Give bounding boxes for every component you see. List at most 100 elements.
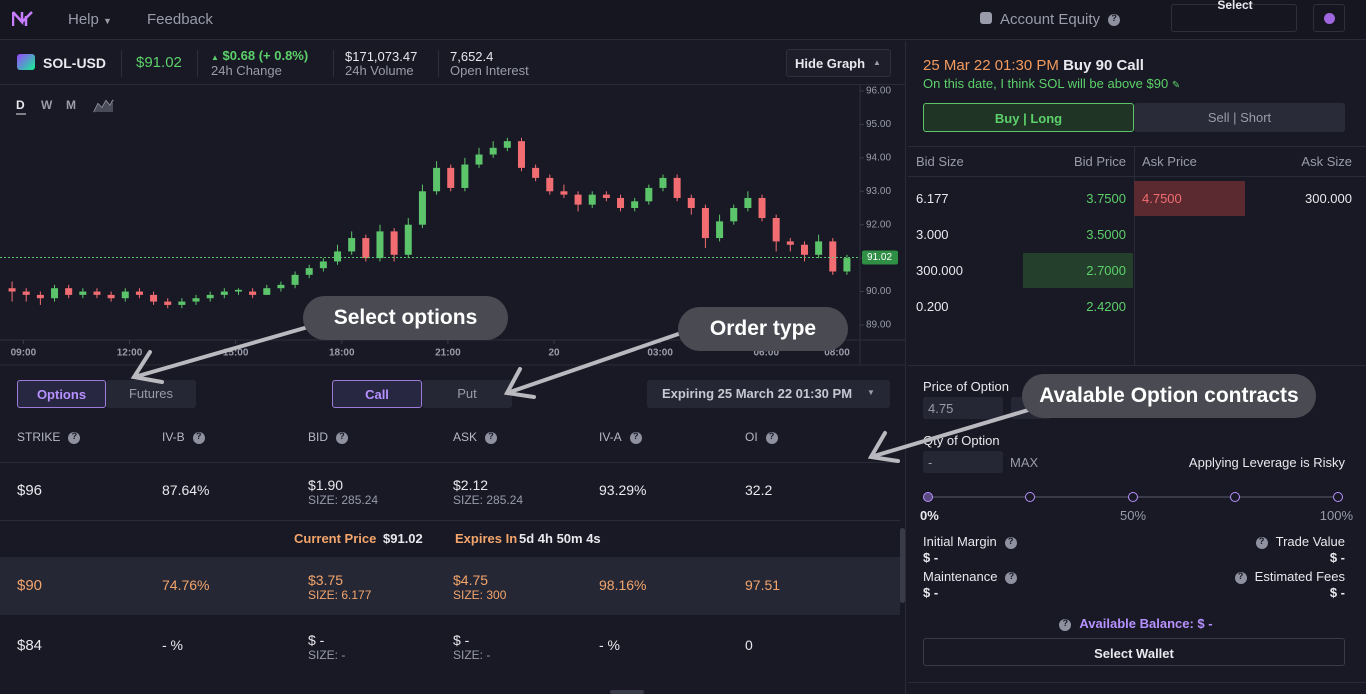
label: Available Balance: $ - [1079, 616, 1213, 631]
column-header: IV-B [162, 430, 205, 444]
ask-size: SIZE: - [453, 648, 491, 662]
ask: $2.12 [453, 477, 489, 493]
candle-body [645, 187, 653, 202]
x-tick-label: 03:00 [647, 348, 673, 359]
x-tick-label: 06:00 [753, 348, 779, 359]
iv-ask: 98.16% [599, 577, 647, 593]
candle-body [602, 194, 610, 198]
slider-label: 50% [1119, 508, 1147, 523]
x-tick-label: 18:00 [329, 348, 355, 359]
x-tick-label: 21:00 [435, 348, 461, 359]
hide-graph-label: Hide Graph [795, 56, 866, 71]
expiry-select[interactable]: Expiring 25 March 22 01:30 PM ▼ [647, 380, 890, 408]
candle-body [277, 284, 285, 289]
label: Trade Value [1275, 534, 1345, 549]
bid-size: 3.000 [916, 227, 949, 242]
slider-stop[interactable] [923, 492, 933, 502]
slider-stop[interactable] [1025, 492, 1035, 502]
change-value: $0.68 (+ 0.8%) [222, 48, 309, 63]
nav-feedback[interactable]: Feedback [147, 11, 213, 28]
wallet-label: Select Wallet [1217, 0, 1253, 52]
y-tick-label: 95.00 [866, 119, 891, 130]
risk-note: Applying Leverage is Risky [1188, 455, 1345, 470]
slider-stop[interactable] [1230, 492, 1240, 502]
trade-value: $ - [1329, 550, 1345, 565]
label: Maintenance [923, 569, 998, 584]
futures-tab[interactable]: Futures [106, 380, 196, 408]
bid: $ - [308, 632, 325, 648]
bid-price: 3.5000 [1086, 227, 1126, 242]
strike: $96 [17, 482, 43, 499]
max-button[interactable]: MAX [1010, 455, 1039, 470]
ask: $4.75 [453, 572, 489, 588]
iv-bid: 74.76% [162, 577, 210, 593]
candle-body [36, 294, 44, 299]
tab-label: Futures [128, 386, 174, 401]
ask-size: SIZE: 300 [453, 588, 507, 602]
candle-body [532, 167, 540, 178]
ask-size: 300.000 [1305, 191, 1352, 206]
timeframe[interactable]: D [16, 98, 25, 112]
sell-button[interactable]: Sell | Short [1134, 103, 1345, 132]
candle-body [249, 291, 257, 295]
slider-stop[interactable] [1128, 492, 1138, 502]
expires-label: Expires In [455, 531, 518, 546]
iv-ask: - % [599, 637, 620, 653]
volume: $171,073.47 [345, 49, 418, 64]
x-tick-label: 15:00 [223, 348, 249, 359]
open-interest: 97.51 [745, 577, 781, 593]
candle-body [517, 141, 525, 168]
buy-button[interactable]: Buy | Long [923, 103, 1134, 132]
column-header: OI [745, 430, 778, 444]
candle-body [574, 194, 582, 205]
bid-size: SIZE: 6.177 [308, 588, 372, 602]
input-value: - [928, 455, 933, 470]
tab-label: Options [36, 387, 87, 402]
available-balance: Available Balance: $ - [923, 616, 1345, 631]
slider-stop[interactable] [1333, 492, 1343, 502]
column-header: BID [308, 430, 349, 444]
hide-graph-button[interactable]: Hide Graph ▲ [786, 49, 891, 77]
left-panel [0, 41, 906, 694]
fees-label: Estimated Fees [1231, 569, 1345, 584]
y-tick-label: 92.00 [866, 219, 891, 230]
options-tab[interactable]: Options [17, 380, 106, 408]
bid: $3.75 [308, 572, 344, 588]
change: ▲ $0.68 (+ 0.8%) [211, 48, 309, 63]
tab-label: Call [365, 387, 389, 402]
tab-label: Put [457, 386, 477, 401]
expires-in: 5d 4h 50m 4s [519, 531, 601, 546]
candle-body [150, 294, 158, 302]
candle-body [475, 154, 483, 165]
bid-size: 300.000 [916, 263, 963, 278]
current-price: $91.02 [383, 531, 423, 546]
book-header: Bid Size [916, 154, 964, 169]
qty-input[interactable]: - [923, 451, 1003, 473]
bid-size: 0.200 [916, 299, 949, 314]
wallet-button[interactable]: Select Wallet [1171, 0, 1297, 32]
globe-button[interactable] [1313, 4, 1345, 32]
put-tab[interactable]: Put [422, 380, 512, 408]
nav-help[interactable]: Help ▼ [68, 11, 112, 28]
pair: SOL-USD [43, 55, 106, 71]
oi-label: Open Interest [450, 63, 529, 78]
label: Initial Margin [923, 534, 997, 549]
maintenance-value: $ - [923, 585, 939, 600]
account-equity[interactable]: Account Equity [1000, 11, 1121, 28]
button-label: Buy | Long [994, 111, 1063, 126]
annotation: Avalable Option contracts [1022, 374, 1316, 418]
bid-size: SIZE: 285.24 [308, 493, 379, 507]
select-wallet-button[interactable]: Select Wallet [923, 638, 1345, 666]
slider-label: 100% [1319, 508, 1353, 523]
call-tab[interactable]: Call [332, 380, 422, 408]
candle-body [404, 224, 412, 255]
timeframe[interactable]: M [66, 98, 76, 112]
logo[interactable] [12, 10, 34, 28]
candle-body [687, 197, 695, 208]
order-note: On this date, I think SOL will be above … [923, 76, 1181, 91]
price-input[interactable]: 4.75 [923, 397, 1003, 419]
candle-body [461, 164, 469, 188]
candle-body [305, 268, 313, 275]
timeframe[interactable]: W [41, 98, 53, 112]
